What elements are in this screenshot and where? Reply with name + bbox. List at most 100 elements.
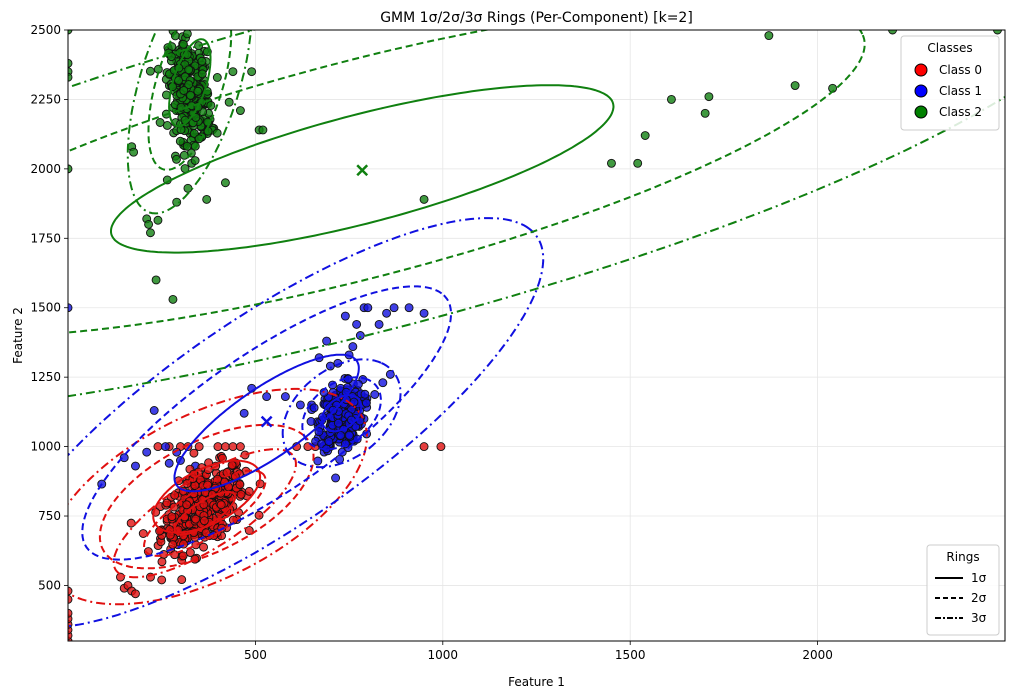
- data-point: [607, 158, 616, 168]
- ring-3sigma: [68, 30, 1005, 398]
- data-point: [116, 572, 125, 582]
- legend-classes: Classes Class 0 Class 1 Class 2: [900, 35, 1000, 131]
- data-point: [328, 405, 338, 415]
- data-point: [360, 389, 370, 399]
- data-point: [153, 215, 163, 225]
- y-tick-label: 500: [38, 578, 61, 592]
- data-point: [164, 458, 174, 468]
- legend-class-label: Class 2: [939, 105, 982, 119]
- data-point: [144, 219, 154, 229]
- y-tick-label: 1750: [30, 231, 61, 245]
- legend-ring-label: 2σ: [971, 591, 987, 605]
- data-point: [239, 408, 249, 418]
- data-point: [295, 400, 305, 410]
- data-point: [177, 575, 187, 585]
- data-point: [640, 131, 650, 140]
- x-tick-label: 1500: [615, 648, 646, 662]
- data-point: [633, 158, 643, 168]
- data-point: [184, 80, 194, 89]
- ring-2sigma: [98, 423, 315, 570]
- data-point: [212, 128, 222, 138]
- plot-frame: [67, 29, 1006, 642]
- data-point: [220, 442, 230, 452]
- data-point: [324, 437, 334, 446]
- ring-2sigma: [301, 376, 382, 451]
- data-point: [197, 69, 207, 79]
- data-point: [138, 529, 148, 538]
- ring-3sigma: [68, 217, 545, 628]
- data-point: [131, 461, 140, 471]
- data-point: [331, 473, 341, 483]
- y-tick-label: 1000: [30, 440, 61, 454]
- x-tick-label: 1000: [428, 648, 459, 662]
- data-point: [262, 392, 272, 402]
- data-point: [172, 154, 181, 164]
- data-point: [247, 67, 257, 77]
- data-point: [157, 575, 167, 585]
- data-point: [168, 540, 178, 549]
- data-point: [704, 92, 714, 102]
- data-point: [240, 450, 250, 460]
- data-point: [172, 197, 182, 207]
- y-tick-label: 2250: [30, 92, 61, 106]
- data-point: [700, 108, 710, 118]
- data-point: [170, 490, 180, 500]
- y-tick-label: 750: [38, 509, 61, 523]
- data-point: [244, 486, 254, 496]
- ring-3sigma: [112, 448, 297, 579]
- data-point: [178, 551, 188, 561]
- data-point: [182, 500, 192, 510]
- y-tick-label: 1250: [30, 370, 61, 384]
- legend-classes-title: Classes: [927, 41, 972, 55]
- ring-1sigma: [321, 394, 363, 433]
- data-point: [340, 311, 350, 321]
- ring-3sigma: [281, 358, 402, 469]
- data-point: [193, 86, 203, 96]
- ring-3sigma: [126, 30, 252, 215]
- data-point: [306, 417, 316, 426]
- y-axis-label: Feature 2: [11, 307, 25, 364]
- gmm-rings: [68, 30, 1005, 628]
- legend-class-label: Class 1: [939, 84, 982, 98]
- ring-2sigma: [81, 285, 452, 561]
- data-point: [419, 194, 429, 204]
- data-point: [68, 58, 73, 68]
- data-point: [228, 442, 238, 452]
- data-point: [183, 183, 193, 193]
- data-point: [68, 30, 73, 35]
- data-point: [174, 76, 183, 85]
- data-point: [162, 121, 172, 130]
- center-marker: [260, 415, 273, 428]
- data-point: [355, 331, 365, 340]
- data-point: [348, 342, 358, 352]
- x-tick-label: 500: [244, 648, 267, 662]
- data-point: [224, 97, 234, 107]
- plot-area: [68, 30, 1005, 641]
- axis-ticks: 500 1000 1500 2000 500 750 1000 1250 1500 1750 200…: [30, 23, 832, 662]
- data-point: [764, 31, 774, 41]
- data-point: [213, 442, 223, 452]
- data-point: [190, 156, 200, 165]
- data-point: [309, 403, 319, 413]
- data-point: [142, 447, 152, 457]
- data-point: [160, 442, 170, 452]
- data-point: [227, 460, 237, 470]
- scatter-points: [68, 30, 1002, 641]
- data-point: [235, 106, 245, 115]
- component-centers: [260, 164, 369, 428]
- data-point: [344, 430, 354, 440]
- data-point: [68, 608, 73, 618]
- data-point: [191, 514, 201, 524]
- data-point: [151, 275, 161, 285]
- legend-class-marker: [914, 63, 928, 77]
- data-point: [126, 518, 136, 528]
- legend-rings-box: [926, 544, 1000, 636]
- data-point: [258, 125, 268, 135]
- data-point: [436, 442, 446, 452]
- data-point: [404, 303, 414, 313]
- legend-classes-box: [900, 35, 1000, 131]
- data-point: [254, 510, 264, 520]
- data-point: [199, 542, 209, 552]
- chart-title: GMM 1σ/2σ/3σ Rings (Per-Component) [k=2]: [380, 10, 693, 26]
